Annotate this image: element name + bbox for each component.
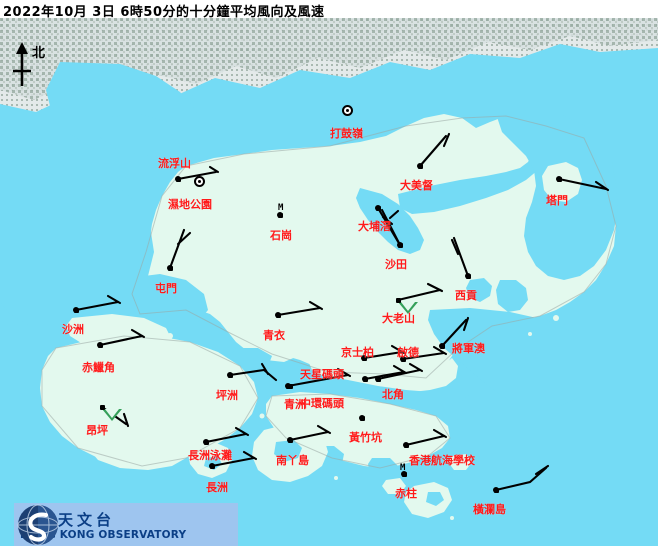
station-dot-marker[interactable] bbox=[401, 357, 406, 362]
station-dot-marker[interactable] bbox=[362, 356, 367, 361]
station-label: 大老山 bbox=[382, 312, 415, 325]
radar-station-marker-icon[interactable] bbox=[342, 105, 353, 116]
wind-barbs-layer bbox=[73, 132, 610, 493]
station-dot-marker[interactable] bbox=[228, 373, 233, 378]
observatory-emblem-icon bbox=[17, 504, 59, 546]
map-canvas[interactable]: 北 打鼓嶺流浮山濕地公園 M 石崗 大美督塔門大埔滘沙田西貢大老山 屯門青衣 沙洲赤鱲角昂… bbox=[0, 18, 658, 546]
station-label: 沙田 bbox=[385, 258, 407, 271]
logo-title-en: HONG KONG OBSERVATORY bbox=[20, 528, 187, 541]
station-dot-marker[interactable] bbox=[276, 313, 281, 318]
station-dot-marker[interactable] bbox=[404, 443, 409, 448]
station-label: 西貢 bbox=[455, 289, 477, 302]
station-dot-marker[interactable] bbox=[288, 384, 293, 389]
station-label: 屯門 bbox=[155, 282, 177, 295]
station-dot-marker[interactable] bbox=[418, 164, 423, 169]
station-label: 沙洲 bbox=[62, 323, 84, 336]
station-label: 青洲 bbox=[284, 398, 306, 411]
mountain-station-marker-icon[interactable] bbox=[102, 409, 122, 421]
manned-station-marker-icon: M bbox=[278, 203, 284, 213]
station-label: 長洲 bbox=[206, 481, 228, 494]
radar-station-marker-icon[interactable] bbox=[194, 176, 205, 187]
station-dot-marker[interactable] bbox=[204, 440, 209, 445]
station-label: 橫瀾島 bbox=[473, 503, 506, 516]
station-dot-marker[interactable] bbox=[278, 213, 283, 218]
station-label: 濕地公園 bbox=[168, 198, 212, 211]
title-bar: 2022年10月 3日 6時50分的十分鐘平均風向及風速 bbox=[0, 0, 658, 20]
station-dot-marker[interactable] bbox=[210, 464, 215, 469]
station-label: 流浮山 bbox=[158, 157, 191, 170]
station-dot-marker[interactable] bbox=[98, 343, 103, 348]
station-dot-marker[interactable] bbox=[402, 472, 407, 477]
station-dot-marker[interactable] bbox=[376, 206, 381, 211]
station-dot-marker[interactable] bbox=[440, 344, 445, 349]
manned-station-marker-icon: M bbox=[400, 463, 406, 473]
page-title: 2022年10月 3日 6時50分的十分鐘平均風向及風速 bbox=[3, 5, 325, 20]
station-label: 北角 bbox=[382, 388, 404, 401]
station-label: 香港航海學校 bbox=[409, 454, 475, 467]
station-dot-marker[interactable] bbox=[376, 377, 381, 382]
station-label: 打鼓嶺 bbox=[330, 127, 363, 140]
station-label: 昂坪 bbox=[86, 424, 108, 437]
station-dot-marker bbox=[396, 298, 401, 303]
station-label: 大埔滘 bbox=[358, 220, 391, 233]
station-dot-marker[interactable] bbox=[494, 488, 499, 493]
station-label: 赤鱲角 bbox=[82, 361, 115, 374]
station-dot-marker[interactable] bbox=[288, 438, 293, 443]
station-dot-marker[interactable] bbox=[466, 274, 471, 279]
station-label: 黃竹坑 bbox=[349, 431, 382, 444]
station-label: 青衣 bbox=[263, 329, 285, 342]
station-label: 南丫島 bbox=[276, 454, 309, 467]
station-dot-marker[interactable] bbox=[176, 177, 181, 182]
station-label: 大美督 bbox=[400, 179, 433, 192]
station-label: 石崗 bbox=[270, 229, 292, 242]
north-arrow: 北 bbox=[6, 40, 60, 90]
station-label: 赤柱 bbox=[395, 487, 417, 500]
hko-logo: 香港天文台 HONG KONG OBSERVATORY bbox=[14, 503, 238, 546]
station-label: 中環碼頭 bbox=[300, 397, 344, 410]
station-dot-marker[interactable] bbox=[363, 377, 368, 382]
station-label: 塔門 bbox=[546, 194, 568, 207]
station-label: 坪洲 bbox=[216, 389, 238, 402]
north-label: 北 bbox=[32, 46, 46, 61]
station-dot-marker[interactable] bbox=[168, 266, 173, 271]
station-label: 京士柏 bbox=[341, 346, 374, 359]
mountain-station-marker-icon[interactable] bbox=[398, 302, 418, 314]
station-label: 將軍澳 bbox=[452, 342, 485, 355]
station-label: 長洲泳灘 bbox=[188, 449, 232, 462]
station-dot-marker[interactable] bbox=[398, 243, 403, 248]
station-label: 啟德 bbox=[397, 346, 419, 359]
station-dot-marker[interactable] bbox=[74, 308, 79, 313]
station-dot-marker[interactable] bbox=[360, 416, 365, 421]
station-dot-marker[interactable] bbox=[557, 177, 562, 182]
station-dot-marker bbox=[100, 405, 105, 410]
station-label: 天星碼頭 bbox=[300, 368, 344, 381]
map-geography bbox=[0, 18, 658, 546]
